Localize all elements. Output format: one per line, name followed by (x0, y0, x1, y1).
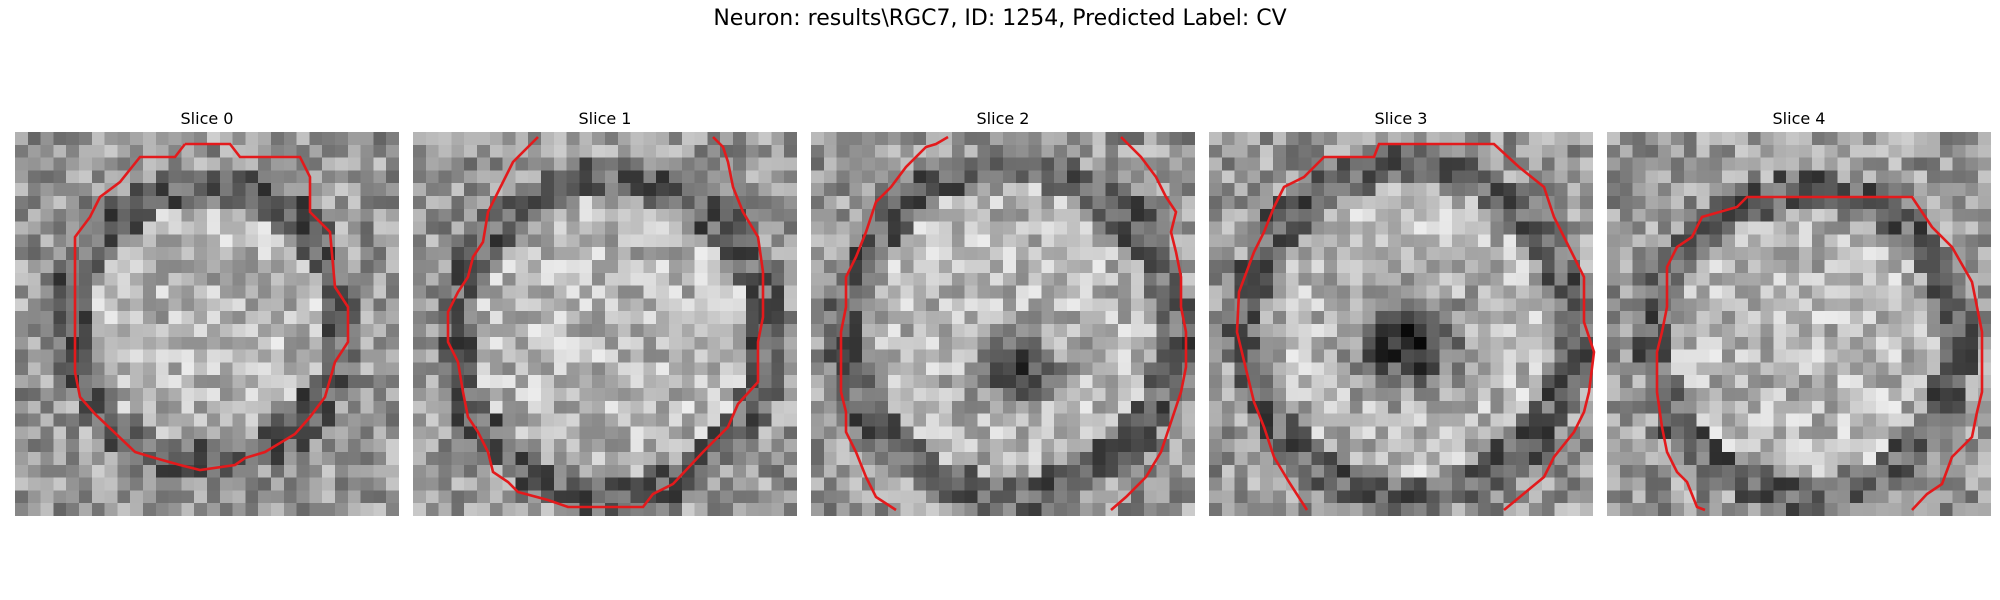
slice-image-frame (1607, 132, 1991, 516)
cell-contour (446, 136, 765, 509)
cell-contour (73, 142, 350, 472)
slice-title: Slice 4 (1772, 109, 1826, 128)
slice-panel-3: Slice 3 (1209, 106, 1596, 516)
slice-image (15, 132, 399, 516)
slice-image-frame (413, 132, 797, 516)
slice-panel-1: Slice 1 (413, 106, 797, 516)
contour-line (73, 142, 350, 472)
cell-contour (1235, 142, 1596, 512)
slice-title: Slice 3 (1374, 109, 1428, 128)
slice-image (811, 132, 1195, 516)
slice-title: Slice 0 (180, 109, 234, 128)
slice-title: Slice 2 (976, 109, 1030, 128)
slice-title: Slice 1 (578, 109, 632, 128)
contour-line (839, 135, 949, 512)
slice-image (413, 132, 797, 516)
slice-image-frame (811, 132, 1195, 516)
figure-title: Neuron: results\RGC7, ID: 1254, Predicte… (713, 6, 1287, 31)
slice-image-frame (15, 132, 399, 516)
slice-panel-2: Slice 2 (811, 106, 1195, 516)
cell-contour (839, 135, 1188, 512)
contour-line (1655, 195, 1984, 512)
slice-panel-4: Slice 4 (1607, 106, 1991, 516)
contour-line (1235, 142, 1596, 512)
contour-line (446, 136, 765, 509)
cell-contour (1655, 195, 1984, 512)
slice-image-frame (1209, 132, 1596, 516)
slice-panel-0: Slice 0 (15, 106, 399, 516)
contour-line (1110, 136, 1188, 511)
